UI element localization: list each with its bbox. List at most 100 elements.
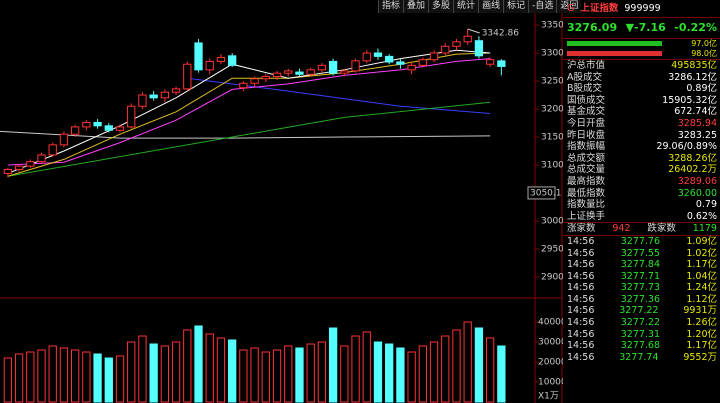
stat-value: 26402.2万 [668, 164, 717, 176]
stat-row: 指数量比 0.79 [563, 199, 720, 211]
candle-body [441, 45, 450, 54]
volume-bar [149, 343, 158, 403]
volume-bar [463, 321, 472, 403]
volume-bar [71, 349, 80, 403]
buy: 97.0亿 [691, 39, 717, 48]
stat-label: 国债成交 [567, 94, 606, 106]
volume-bar [205, 333, 214, 403]
trade-row: 14:56 3277.22 9931万 [563, 305, 720, 317]
candle-body [138, 94, 147, 107]
volume-bar [396, 347, 405, 403]
trade-price: 3277.31 [620, 328, 661, 340]
trade-time: 14:56 [567, 282, 595, 294]
trade-price: 3277.22 [619, 305, 659, 317]
volume-bar [183, 329, 192, 403]
trade-time: 14:56 [567, 270, 595, 282]
toolbar-button[interactable]: 统计 [453, 0, 479, 13]
buy-row: 97.0亿 [563, 38, 720, 49]
volume-bar [474, 327, 484, 403]
candle-body [373, 52, 383, 57]
moving-average [7, 52, 491, 177]
moving-average [0, 130, 491, 139]
stat-row: 基金成交 672.74亿 [563, 106, 720, 118]
stat-row: 上证换手 0.62% [563, 211, 720, 223]
stat-label: A股成交 [567, 71, 602, 83]
trade-price: 3277.76 [620, 235, 661, 247]
volume-bar [3, 357, 12, 403]
toolbar-button[interactable]: 返回 [556, 0, 582, 13]
volume-bar [261, 351, 270, 403]
trade-row: 14:56 3277.68 1.17亿 [563, 340, 720, 352]
candle-body [407, 64, 416, 71]
volume-bar [250, 347, 259, 403]
trade-volume: 1.17亿 [686, 259, 717, 271]
stat-value: 3289.06 [677, 175, 717, 187]
stat-value: 15905.32亿 [662, 94, 717, 106]
trade-row: 14:56 3277.55 1.02亿 [563, 248, 720, 260]
candle-body [14, 165, 24, 170]
logo: G [567, 3, 575, 14]
volume-bar [284, 345, 293, 403]
high-marker [467, 28, 480, 34]
toolbar-button[interactable]: 画线 [478, 0, 504, 13]
candle-body [340, 70, 349, 74]
volume-bar [418, 345, 427, 403]
y-tick-label: 3350 [541, 21, 563, 31]
change-pct: -0.22% [674, 21, 717, 34]
volume-bar [48, 345, 57, 403]
volume-bar [407, 351, 416, 403]
moving-average [7, 49, 491, 174]
volume-bar [497, 345, 506, 403]
y-tick-label: 10000 [538, 378, 563, 388]
candle-body [463, 35, 472, 43]
toolbar-button[interactable]: 多股 [428, 0, 454, 13]
y-tick-label: 3250 [541, 77, 563, 87]
candle-body [250, 78, 259, 84]
trade-volume: 1.26亿 [686, 317, 717, 329]
stat-row: A股成交 3286.12亿 [563, 72, 720, 84]
volume-bar [239, 349, 248, 403]
candle-body [216, 57, 226, 62]
candle-body [183, 63, 192, 90]
stat-label: 基金成交 [567, 106, 606, 118]
toolbar-button[interactable]: 指标 [378, 0, 404, 13]
candle-body [272, 72, 282, 78]
stat-value: 0.79 [695, 199, 717, 211]
toolbar-button[interactable]: -自选 [528, 0, 557, 13]
candle-body [3, 168, 12, 174]
volume-bar [93, 353, 102, 403]
trade-price: 3277.74 [619, 351, 659, 363]
trade-time: 14:56 [567, 317, 595, 329]
stat-value: 3285.94 [677, 117, 717, 129]
volume-bar [317, 341, 327, 403]
moving-average [187, 77, 491, 114]
candle-body [239, 82, 248, 89]
candle-body [59, 133, 69, 146]
toolbar-button[interactable]: 叠加 [403, 0, 429, 13]
toolbar-button[interactable]: 标记 [503, 0, 529, 13]
candle-body [452, 41, 461, 47]
candle-body [362, 52, 371, 62]
trade-row: 14:56 3277.76 1.09亿 [563, 236, 720, 248]
trade-price: 3277.36 [620, 293, 661, 305]
volume-bar [452, 329, 461, 403]
trade-volume: 1.17亿 [686, 340, 717, 352]
down: 1179 [692, 223, 717, 235]
trade-volume: 1.20亿 [686, 328, 717, 340]
index-name: 上证指数 [580, 3, 619, 14]
chart: 2900 2950 3000 3100 3150 3200 3250 3300 3350 3050… [0, 0, 563, 403]
trade-row: 14:56 3277.22 1.26亿 [563, 317, 720, 329]
candle-body [228, 55, 237, 66]
candle-body [474, 40, 484, 57]
stat-label: 最低指数 [567, 187, 606, 199]
candle-body [160, 91, 170, 99]
candle-body [82, 121, 91, 128]
cursor-box [527, 186, 556, 200]
up: 942 [612, 223, 631, 235]
y-tick-label: 20000 [538, 358, 563, 368]
stat-value: 3286.12亿 [668, 71, 717, 83]
trade-row: 14:56 3277.84 1.17亿 [563, 259, 720, 271]
stat-label: 指数量比 [567, 199, 606, 211]
trade-price: 3277.22 [620, 317, 661, 329]
